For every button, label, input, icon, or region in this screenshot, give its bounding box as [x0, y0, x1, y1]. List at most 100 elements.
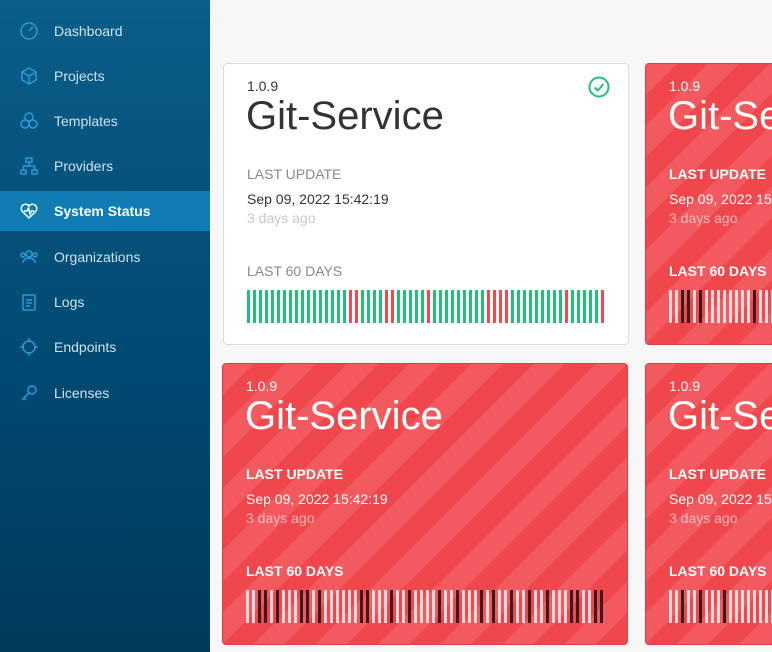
- history-bar: [277, 290, 280, 323]
- history-bar: [312, 590, 315, 623]
- last-update: Sep 09, 2022 15:42:19: [669, 191, 772, 207]
- history-bar: [306, 590, 309, 623]
- nav-label: Endpoints: [54, 339, 117, 355]
- history-bar: [438, 590, 441, 623]
- history-label: LAST 60 DAYS: [669, 563, 767, 579]
- history-bar: [361, 290, 364, 323]
- nav-icon: [21, 385, 37, 401]
- history-bar: [414, 590, 417, 623]
- nav-icon: [21, 67, 37, 85]
- history-bar: [540, 590, 543, 623]
- history-bar: [373, 290, 376, 323]
- history-bar: [396, 590, 399, 623]
- history-bar: [594, 590, 597, 623]
- history-bar: [444, 590, 447, 623]
- history-bar: [319, 290, 322, 323]
- history-bar: [288, 590, 291, 623]
- history-bar: [576, 590, 579, 623]
- relative-time: 3 days ago: [246, 510, 315, 526]
- history-bar: [541, 290, 544, 323]
- history-bar: [511, 290, 514, 323]
- history-bar: [432, 590, 435, 623]
- history-bar: [264, 590, 267, 623]
- history-bar: [253, 290, 256, 323]
- service-name: Git-Service: [668, 394, 772, 438]
- history-bar: [717, 590, 720, 623]
- nav-label: System Status: [54, 203, 151, 219]
- history-bar: [366, 590, 369, 623]
- history-bar: [570, 590, 573, 623]
- history-bar: [420, 590, 423, 623]
- history-bar: [747, 590, 750, 623]
- history-bar: [475, 290, 478, 323]
- history-bar: [474, 590, 477, 623]
- version: 1.0.9: [669, 378, 701, 394]
- nav-item[interactable]: Organizations: [0, 237, 210, 277]
- history-bar: [499, 290, 502, 323]
- nav-label: Organizations: [54, 249, 141, 265]
- nav-icon: [20, 250, 38, 264]
- history-bar: [265, 290, 268, 323]
- nav-item[interactable]: Logs: [0, 282, 210, 322]
- history-bar: [331, 290, 334, 323]
- nav-item[interactable]: Providers: [0, 146, 210, 186]
- history-bar: [504, 590, 507, 623]
- relative-time: 3 days ago: [669, 510, 738, 526]
- history-bar: [330, 590, 333, 623]
- history-bar: [270, 590, 273, 623]
- history-bar: [571, 290, 574, 323]
- last-update: Sep 09, 2022 15:42:19: [247, 191, 389, 207]
- history-bar: [669, 590, 672, 623]
- nav-label: Templates: [54, 113, 118, 129]
- nav-item[interactable]: System Status: [0, 191, 210, 231]
- history-bar: [372, 590, 375, 623]
- history-bar: [289, 290, 292, 323]
- last-update-label: LAST UPDATE: [247, 166, 342, 182]
- history-label: LAST 60 DAYS: [247, 263, 343, 279]
- history-bar: [498, 590, 501, 623]
- history-bar: [523, 290, 526, 323]
- history-bar: [564, 590, 567, 623]
- history-bar: [480, 590, 483, 623]
- history-bar: [360, 590, 363, 623]
- history-bar: [391, 290, 394, 323]
- history-bar: [505, 290, 508, 323]
- nav-item[interactable]: Templates: [0, 101, 210, 141]
- history-label: LAST 60 DAYS: [669, 263, 767, 279]
- history-bar: [439, 290, 442, 323]
- history-bar: [741, 290, 744, 323]
- history-bar: [595, 290, 598, 323]
- history-bar: [558, 590, 561, 623]
- history-bar: [559, 290, 562, 323]
- history-bar: [300, 590, 303, 623]
- history-bar: [711, 590, 714, 623]
- nav-item[interactable]: Projects: [0, 56, 210, 96]
- history-bar: [378, 590, 381, 623]
- history-bar: [546, 590, 549, 623]
- history-bar: [252, 590, 255, 623]
- history-bar: [517, 290, 520, 323]
- history-bar: [445, 290, 448, 323]
- nav-item[interactable]: Dashboard: [0, 11, 210, 51]
- history-bar: [534, 590, 537, 623]
- history-bar: [765, 590, 768, 623]
- nav-item[interactable]: Licenses: [0, 373, 210, 413]
- history-bar: [313, 290, 316, 323]
- history-bar: [735, 290, 738, 323]
- history-bar: [246, 590, 249, 623]
- history-bar: [600, 590, 603, 623]
- nav-icon: [20, 338, 38, 356]
- last-update-label: LAST UPDATE: [669, 166, 766, 182]
- history-bar: [535, 290, 538, 323]
- nav-item[interactable]: Endpoints: [0, 327, 210, 367]
- history-bar: [729, 590, 732, 623]
- history-bar: [693, 590, 696, 623]
- history-bar: [747, 290, 750, 323]
- history-bar: [669, 290, 672, 323]
- history-bar: [258, 590, 261, 623]
- nav-icon: [22, 294, 36, 311]
- nav-icon: [20, 112, 38, 129]
- history-bar: [456, 590, 459, 623]
